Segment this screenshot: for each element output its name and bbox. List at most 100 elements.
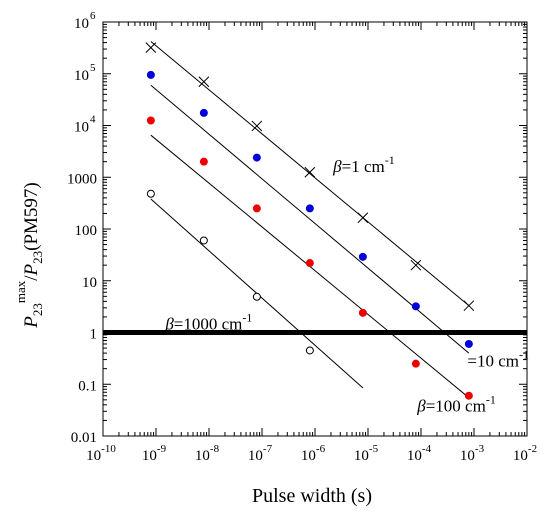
- y-tick-base: 1000: [67, 171, 97, 187]
- cross-stroke: [251, 120, 263, 132]
- y-tick-base: 10: [74, 68, 89, 84]
- x-tick-label: 10-8: [195, 443, 220, 464]
- x-tick-label: 10-4: [407, 443, 432, 464]
- cross-stroke: [463, 300, 475, 312]
- x-tick-label: 10-2: [513, 443, 537, 464]
- cross-marker: [198, 76, 210, 88]
- y-tick-base: 10: [74, 16, 89, 32]
- beta-annotation: β=1000 cm-1: [164, 310, 252, 333]
- x-tick-exp: -6: [316, 443, 326, 455]
- y-tick-exp: 6: [90, 10, 96, 22]
- annotation-text: =10 cm: [467, 352, 519, 371]
- y-tick-base: 10: [74, 120, 89, 136]
- x-tick-exp: -8: [210, 443, 220, 455]
- open-circle-marker: [199, 236, 208, 245]
- fit-line: [150, 84, 470, 354]
- y-tick-label: 100: [75, 223, 98, 239]
- x-tick-label: 10-10: [86, 443, 116, 464]
- x-tick-label: 10-9: [142, 443, 167, 464]
- x-tick-exp: -5: [369, 443, 379, 455]
- annotation-exp: -1: [519, 348, 529, 362]
- cross-marker: [304, 166, 316, 178]
- cross-marker: [251, 120, 263, 132]
- beta-symbol: β: [164, 314, 174, 333]
- y-label-p: P: [21, 316, 42, 329]
- annotation-text: =1 cm: [342, 157, 385, 176]
- filled-circle-marker: [305, 259, 314, 268]
- cross-marker: [357, 212, 369, 224]
- x-tick-exp: -7: [263, 443, 273, 455]
- x-tick-base: 10: [513, 448, 528, 464]
- open-circle-marker: [146, 189, 155, 198]
- y-label-sup: max: [13, 280, 28, 303]
- y-label-slash: /: [21, 275, 42, 281]
- x-tick-label: 10-3: [460, 443, 485, 464]
- data-points: [145, 42, 475, 400]
- filled-circle-marker: [411, 359, 420, 368]
- y-tick-base: 0.1: [78, 378, 97, 394]
- y-tick-exp: 4: [90, 114, 96, 126]
- y-tick-label: 10: [74, 68, 89, 84]
- cross-marker: [410, 259, 422, 271]
- y-tick-label: 1000: [67, 171, 97, 187]
- x-tick-base: 10: [301, 448, 316, 464]
- cross-stroke: [357, 212, 369, 224]
- y-tick-label: 0.01: [71, 430, 97, 446]
- fit-line: [150, 41, 470, 307]
- beta-annotation: β=100 cm-1: [416, 392, 496, 415]
- filled-circle-marker: [464, 391, 473, 400]
- x-tick-label: 10-7: [248, 443, 273, 464]
- y-tick-label: 10: [74, 16, 89, 32]
- y-label-p2: P: [21, 263, 42, 276]
- y-tick-base: 10: [82, 275, 97, 291]
- filled-circle-marker: [146, 70, 155, 79]
- y-axis-label: P23max/P23(PM597): [13, 182, 45, 329]
- y-label-sub2: 23: [30, 251, 45, 264]
- filled-circle-marker: [411, 302, 420, 311]
- x-tick-exp: -10: [101, 443, 116, 455]
- x-tick-base: 10: [142, 448, 157, 464]
- y-tick-label: 1: [90, 327, 98, 343]
- x-tick-base: 10: [86, 448, 101, 464]
- annotation-exp: -1: [242, 310, 252, 324]
- y-label-sub: 23: [30, 303, 45, 316]
- filled-circle-marker: [252, 153, 261, 162]
- x-axis-ticks: 10-10 10-9 10-8 10-7 10-6 10-5 10-4 10-3 10-2: [86, 22, 537, 464]
- filled-circle-marker: [358, 252, 367, 261]
- x-tick-base: 10: [248, 448, 263, 464]
- x-tick-base: 10: [354, 448, 369, 464]
- x-tick-exp: -2: [528, 443, 537, 455]
- filled-circle-marker: [146, 116, 155, 125]
- y-tick-base: 100: [75, 223, 98, 239]
- x-tick-base: 10: [460, 448, 475, 464]
- beta-annotation: β=1 cm-1: [332, 153, 395, 176]
- cross-stroke: [304, 166, 316, 178]
- x-tick-exp: -9: [157, 443, 167, 455]
- annotation-text: =100 cm: [426, 396, 486, 415]
- y-tick-exp: 5: [90, 62, 96, 74]
- open-circle-marker: [305, 346, 314, 355]
- y-tick-label: 10: [74, 120, 89, 136]
- annotation-text: =1000 cm: [174, 314, 243, 333]
- cross-stroke: [198, 76, 210, 88]
- cross-stroke: [145, 42, 157, 53]
- cross-marker: [145, 42, 157, 53]
- y-tick-label: 10: [82, 275, 97, 291]
- beta-annotation: =10 cm-1: [467, 348, 529, 371]
- filled-circle-marker: [199, 157, 208, 166]
- filled-circle-marker: [358, 308, 367, 317]
- y-tick-base: 0.01: [71, 430, 97, 446]
- beta-symbol: β: [416, 396, 426, 415]
- open-circle-marker: [252, 292, 261, 301]
- annotations: β=1 cm-1=10 cm-1β=100 cm-1β=1000 cm-1: [164, 153, 529, 415]
- x-tick-label: 10-5: [354, 443, 379, 464]
- cross-marker: [463, 300, 475, 312]
- beta-symbol: β: [332, 157, 342, 176]
- filled-circle-marker: [305, 204, 314, 213]
- x-axis-label: Pulse width (s): [252, 485, 372, 507]
- x-tick-exp: -3: [475, 443, 485, 455]
- y-label-rest: (PM597): [21, 182, 42, 251]
- plot-frame: [102, 21, 528, 437]
- cross-stroke: [410, 259, 422, 271]
